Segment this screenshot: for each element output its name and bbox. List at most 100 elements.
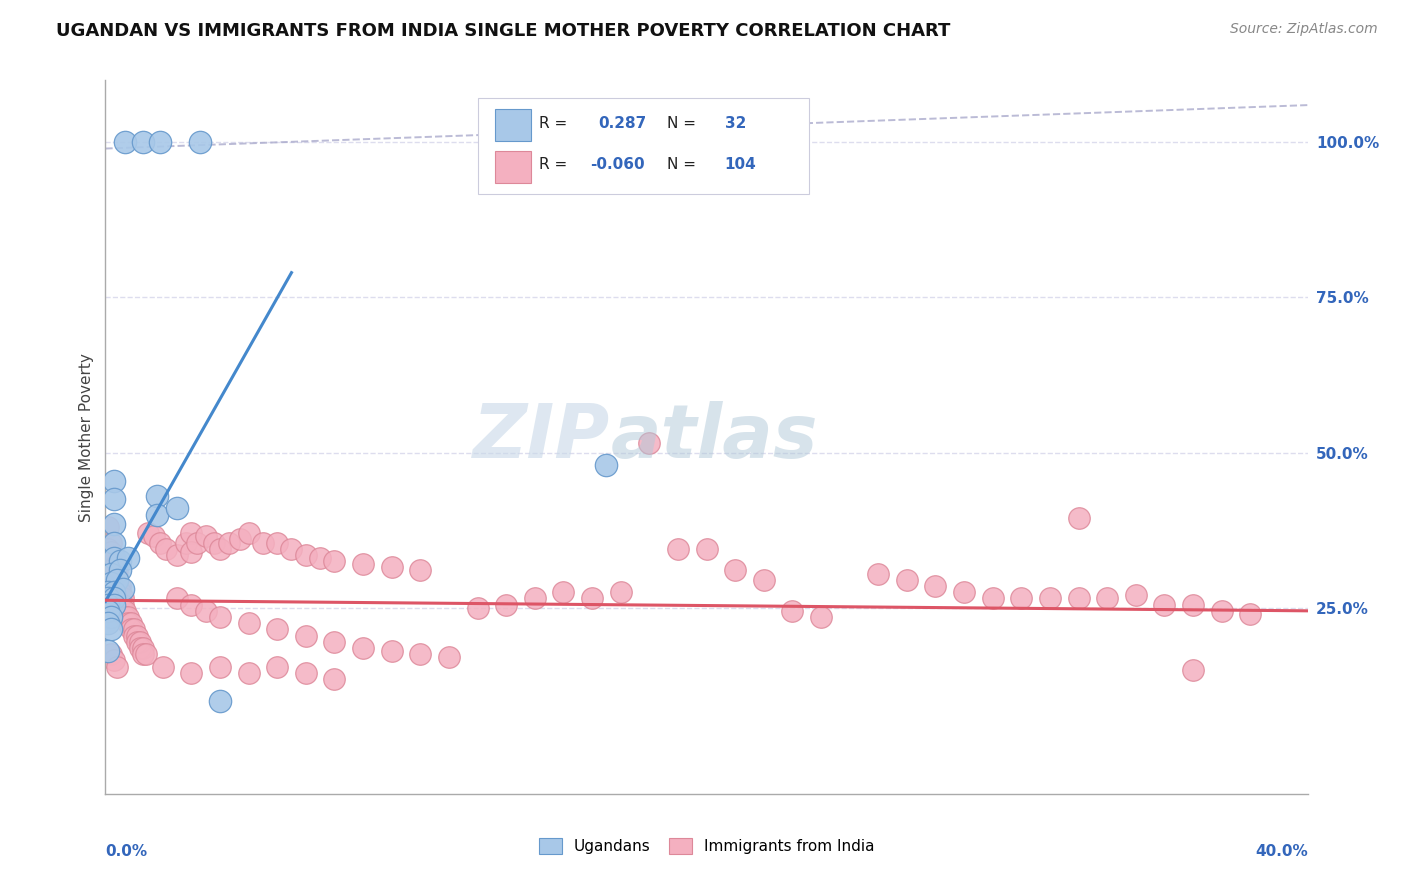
Point	[155, 541, 177, 556]
Point	[581, 591, 603, 606]
Point	[981, 591, 1004, 606]
Text: N =: N =	[666, 116, 696, 130]
Point	[953, 585, 976, 599]
Point	[103, 516, 125, 531]
Point	[295, 548, 318, 562]
Point	[108, 579, 131, 593]
Point	[868, 566, 890, 581]
Point	[120, 623, 142, 637]
Point	[103, 653, 125, 667]
Point	[1125, 588, 1147, 602]
Point	[194, 604, 217, 618]
Point	[166, 501, 188, 516]
Text: ZIP: ZIP	[472, 401, 610, 474]
Point	[100, 610, 122, 624]
Point	[186, 535, 208, 549]
Point	[100, 535, 122, 549]
Point	[323, 554, 346, 568]
Text: Source: ZipAtlas.com: Source: ZipAtlas.com	[1230, 22, 1378, 37]
Point	[105, 659, 128, 673]
Point	[117, 616, 139, 631]
Point	[924, 579, 946, 593]
Point	[180, 545, 202, 559]
Text: 104: 104	[724, 157, 756, 171]
Point	[108, 564, 131, 578]
Point	[381, 644, 404, 658]
Point	[100, 647, 122, 661]
Point	[409, 564, 432, 578]
Point	[114, 604, 136, 618]
Text: N =: N =	[666, 157, 696, 171]
Point	[105, 575, 128, 590]
Point	[208, 659, 231, 673]
Text: 0.287: 0.287	[599, 116, 647, 130]
Point	[381, 560, 404, 574]
FancyBboxPatch shape	[495, 110, 531, 141]
Point	[188, 136, 211, 150]
Point	[352, 641, 374, 656]
Point	[1095, 591, 1118, 606]
Text: -0.060: -0.060	[591, 157, 644, 171]
Point	[97, 541, 120, 556]
Point	[202, 535, 225, 549]
Point	[266, 623, 288, 637]
Point	[146, 508, 169, 522]
Point	[114, 136, 136, 150]
Point	[208, 541, 231, 556]
Point	[352, 558, 374, 572]
Point	[724, 564, 747, 578]
Point	[309, 551, 332, 566]
Text: UGANDAN VS IMMIGRANTS FROM INDIA SINGLE MOTHER POVERTY CORRELATION CHART: UGANDAN VS IMMIGRANTS FROM INDIA SINGLE …	[56, 22, 950, 40]
Point	[97, 573, 120, 587]
Point	[138, 526, 160, 541]
Text: 40.0%: 40.0%	[1254, 844, 1308, 859]
Point	[1182, 663, 1205, 677]
Point	[896, 573, 918, 587]
Point	[152, 659, 174, 673]
Text: 32: 32	[724, 116, 747, 130]
Point	[100, 575, 122, 590]
Y-axis label: Single Mother Poverty: Single Mother Poverty	[79, 352, 94, 522]
Point	[180, 526, 202, 541]
Point	[108, 585, 131, 599]
Point	[252, 535, 274, 549]
Point	[1211, 604, 1233, 618]
Point	[97, 585, 120, 599]
Point	[100, 564, 122, 578]
Point	[125, 629, 148, 643]
Point	[218, 535, 240, 549]
Point	[120, 616, 142, 631]
Point	[108, 591, 131, 606]
Point	[238, 665, 260, 680]
Point	[409, 647, 432, 661]
Point	[108, 554, 131, 568]
Point	[105, 570, 128, 584]
Point	[131, 647, 153, 661]
Point	[103, 492, 125, 507]
Point	[1010, 591, 1032, 606]
Point	[752, 573, 775, 587]
Point	[266, 659, 288, 673]
Point	[238, 526, 260, 541]
Point	[103, 551, 125, 566]
Point	[1153, 598, 1175, 612]
Point	[467, 600, 489, 615]
Point	[125, 635, 148, 649]
Point	[323, 672, 346, 686]
Point	[103, 598, 125, 612]
Point	[295, 665, 318, 680]
Point	[666, 541, 689, 556]
Point	[97, 591, 120, 606]
Point	[122, 629, 145, 643]
Point	[103, 591, 125, 606]
Point	[229, 533, 252, 547]
Point	[149, 535, 172, 549]
Point	[696, 541, 718, 556]
Point	[174, 535, 197, 549]
Point	[97, 520, 120, 534]
Point	[638, 436, 661, 450]
Point	[1067, 510, 1090, 524]
Point	[111, 604, 134, 618]
Text: 0.0%: 0.0%	[105, 844, 148, 859]
Point	[97, 598, 120, 612]
